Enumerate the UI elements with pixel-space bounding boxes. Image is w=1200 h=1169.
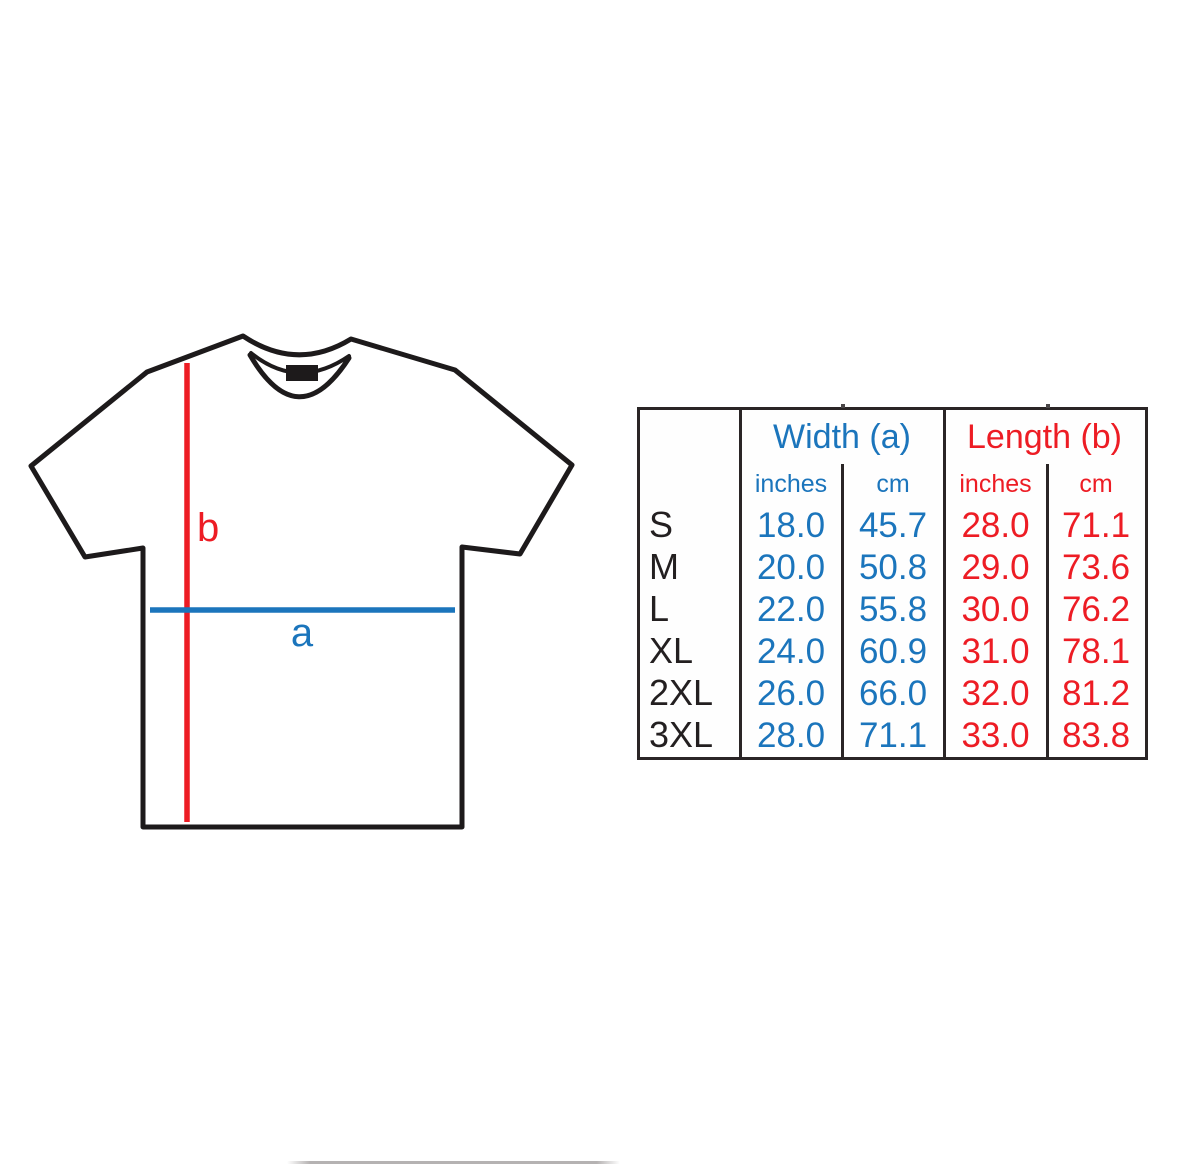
- bottom-divider-line: [287, 1161, 620, 1164]
- table-row-l: L 22.0 55.8 30.0 76.2: [640, 588, 1145, 630]
- width-cm-cell: 60.9: [858, 631, 928, 671]
- length-in-cell: 31.0: [961, 631, 1030, 671]
- header-width: Width (a): [773, 418, 911, 456]
- width-in-cell: 28.0: [756, 715, 826, 755]
- table-row-2xl: 2XL 26.0 66.0 32.0 81.2: [640, 672, 1145, 714]
- width-in-cell: 20.0: [756, 547, 826, 587]
- size-cell: M: [649, 546, 679, 587]
- header-length: Length (b): [967, 418, 1122, 456]
- top-tick-width: [841, 404, 845, 408]
- subheader-length-cm: cm: [1079, 469, 1113, 498]
- width-in-cell: 24.0: [756, 631, 826, 671]
- width-label-a: a: [291, 611, 314, 655]
- neck-label-tag: [286, 365, 318, 381]
- subheader-length-inches: inches: [959, 469, 1032, 498]
- length-in-cell: 28.0: [961, 505, 1030, 545]
- width-cm-cell: 45.7: [858, 505, 928, 545]
- neckline-arc: [247, 352, 352, 400]
- length-label-b: b: [197, 506, 219, 550]
- size-cell: 2XL: [649, 672, 714, 713]
- header-empty-cell: [640, 410, 740, 464]
- length-cm-cell: 76.2: [1061, 589, 1131, 629]
- size-cell: XL: [649, 630, 694, 671]
- length-in-cell: 32.0: [961, 673, 1030, 713]
- table-header-row: Width (a) Length (b): [640, 410, 1145, 464]
- length-cm-cell: 71.1: [1061, 505, 1131, 545]
- table-row-3xl: 3XL 28.0 71.1 33.0 83.8: [640, 714, 1145, 756]
- size-cell: 3XL: [649, 714, 714, 755]
- length-cm-cell: 81.2: [1061, 673, 1131, 713]
- size-cell: L: [649, 588, 670, 629]
- size-table: Width (a) Length (b) inches cm inches cm…: [637, 404, 1148, 760]
- divider-after-size-column: [739, 410, 742, 757]
- width-cm-cell: 71.1: [858, 715, 928, 755]
- subheader-width-inches: inches: [754, 469, 828, 498]
- subheader-empty-cell: [640, 464, 740, 504]
- width-in-cell: 22.0: [756, 589, 826, 629]
- table-row-m: M 20.0 50.8 29.0 73.6: [640, 546, 1145, 588]
- length-in-cell: 29.0: [961, 547, 1030, 587]
- length-in-cell: 30.0: [961, 589, 1030, 629]
- length-cm-cell: 73.6: [1061, 547, 1131, 587]
- divider-width-length: [943, 410, 946, 757]
- width-cm-cell: 66.0: [858, 673, 928, 713]
- top-tick-length: [1046, 404, 1050, 408]
- width-cm-cell: 50.8: [858, 547, 928, 587]
- table-row-xl: XL 24.0 60.9 31.0 78.1: [640, 630, 1145, 672]
- divider-length-inches-cm: [1046, 464, 1049, 757]
- divider-width-inches-cm: [841, 464, 844, 757]
- length-cm-cell: 78.1: [1061, 631, 1131, 671]
- subheader-width-cm: cm: [876, 469, 910, 498]
- length-in-cell: 33.0: [961, 715, 1030, 755]
- length-cm-cell: 83.8: [1061, 715, 1131, 755]
- size-cell: S: [649, 504, 674, 545]
- table-subheader-row: inches cm inches cm: [640, 464, 1145, 504]
- tshirt-outline: [28, 333, 575, 830]
- width-in-cell: 26.0: [756, 673, 826, 713]
- width-in-cell: 18.0: [756, 505, 826, 545]
- width-cm-cell: 55.8: [858, 589, 928, 629]
- table-row-s: S 18.0 45.7 28.0 71.1: [640, 504, 1145, 546]
